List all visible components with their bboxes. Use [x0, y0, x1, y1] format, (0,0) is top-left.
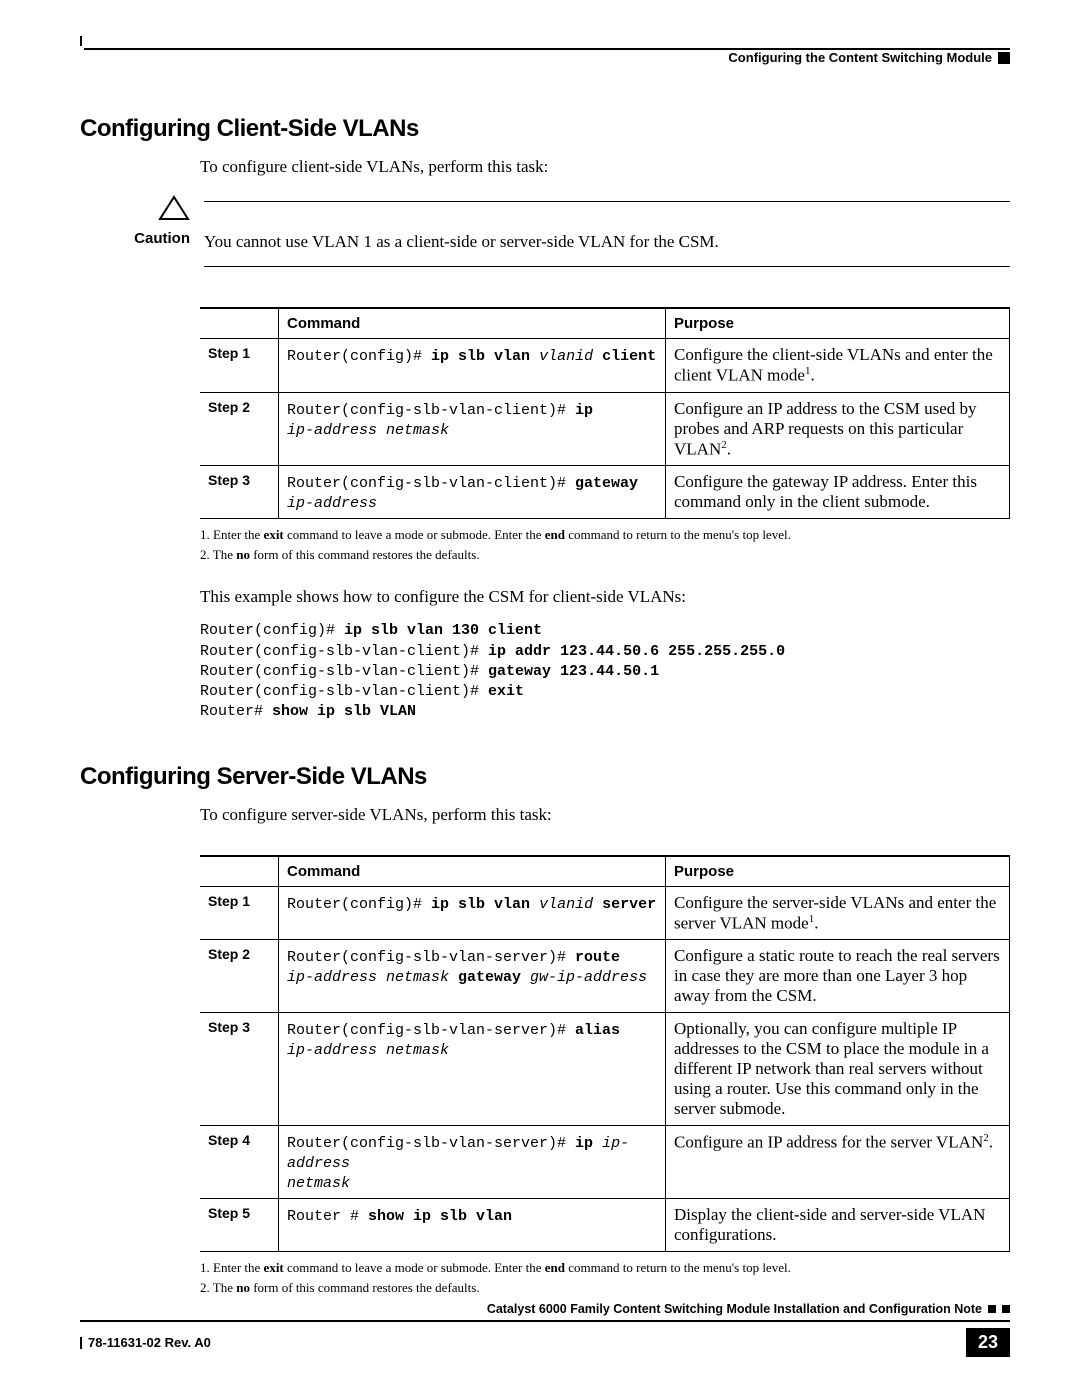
purpose-cell: Configure an IP address for the server V… [666, 1126, 1010, 1199]
page-number: 23 [966, 1328, 1010, 1357]
rule-tick-icon [80, 36, 82, 46]
caution-block: Caution You cannot use VLAN 1 as a clien… [80, 195, 1010, 277]
table-row: Step 4 Router(config-slb-vlan-server)# i… [200, 1126, 1010, 1199]
command-cell: Router(config)# ip slb vlan vlanid serve… [279, 886, 666, 940]
purpose-cell: Configure the client-side VLANs and ente… [666, 339, 1010, 393]
purpose-header: Purpose [666, 856, 1010, 887]
step-cell: Step 2 [200, 392, 279, 466]
section2-heading: Configuring Server-Side VLANs [80, 763, 1010, 791]
step-header [200, 308, 279, 339]
footnote: 1. Enter the exit command to leave a mod… [200, 1260, 1010, 1276]
code-block: Router(config)# ip slb vlan 130 client R… [200, 621, 1010, 722]
step-cell: Step 1 [200, 339, 279, 393]
step-cell: Step 3 [200, 466, 279, 519]
table-row: Step 3 Router(config-slb-vlan-client)# g… [200, 466, 1010, 519]
command-cell: Router(config-slb-vlan-server)# route ip… [279, 940, 666, 1013]
purpose-cell: Configure a static route to reach the re… [666, 940, 1010, 1013]
command-cell: Router # show ip slb vlan [279, 1199, 666, 1252]
footer-tick-icon [80, 1337, 82, 1349]
section1-table: Command Purpose Step 1 Router(config)# i… [200, 307, 1010, 519]
table-row: Step 2 Router(config-slb-vlan-client)# i… [200, 392, 1010, 466]
footer-top: Catalyst 6000 Family Content Switching M… [80, 1302, 1010, 1322]
command-cell: Router(config-slb-vlan-client)# ip ip-ad… [279, 392, 666, 466]
table-row: Step 5 Router # show ip slb vlan Display… [200, 1199, 1010, 1252]
step-cell: Step 5 [200, 1199, 279, 1252]
step-cell: Step 2 [200, 940, 279, 1013]
step-header [200, 856, 279, 887]
step-cell: Step 4 [200, 1126, 279, 1199]
caution-icon-col: Caution [80, 195, 190, 247]
chapter-marker-icon [998, 52, 1010, 64]
page-footer: Catalyst 6000 Family Content Switching M… [80, 1302, 1010, 1357]
footer-marker-icon [1002, 1305, 1010, 1313]
purpose-cell: Configure the server-side VLANs and ente… [666, 886, 1010, 940]
command-header: Command [279, 856, 666, 887]
purpose-cell: Display the client-side and server-side … [666, 1199, 1010, 1252]
doc-id: 78-11631-02 Rev. A0 [88, 1335, 211, 1350]
chapter-title: Configuring the Content Switching Module [728, 50, 992, 65]
command-header: Command [279, 308, 666, 339]
command-cell: Router(config-slb-vlan-server)# ip ip-ad… [279, 1126, 666, 1199]
caution-body: You cannot use VLAN 1 as a client-side o… [204, 195, 1010, 277]
section1-footnotes: 1. Enter the exit command to leave a mod… [200, 527, 1010, 563]
command-cell: Router(config)# ip slb vlan vlanid clien… [279, 339, 666, 393]
command-cell: Router(config-slb-vlan-server)# alias ip… [279, 1013, 666, 1126]
step-cell: Step 3 [200, 1013, 279, 1126]
caution-rule-bottom [204, 266, 1010, 267]
section1-heading: Configuring Client-Side VLANs [80, 115, 1010, 143]
section1-body: To configure client-side VLANs, perform … [200, 157, 1010, 177]
step-cell: Step 1 [200, 886, 279, 940]
section1-intro: To configure client-side VLANs, perform … [200, 157, 1010, 177]
table-row: Step 1 Router(config)# ip slb vlan vlani… [200, 886, 1010, 940]
purpose-cell: Optionally, you can configure multiple I… [666, 1013, 1010, 1126]
footnote: 2. The no form of this command restores … [200, 547, 1010, 563]
caution-label: Caution [80, 230, 190, 247]
footer-left: 78-11631-02 Rev. A0 [80, 1335, 211, 1350]
command-cell: Router(config-slb-vlan-client)# gateway … [279, 466, 666, 519]
page: Configuring the Content Switching Module… [80, 40, 1010, 1357]
table-row: Step 2 Router(config-slb-vlan-server)# r… [200, 940, 1010, 1013]
chapter-header: Configuring the Content Switching Module [80, 50, 1010, 65]
warning-triangle-icon [158, 195, 190, 226]
top-rule-row [80, 40, 1010, 50]
footnote: 1. Enter the exit command to leave a mod… [200, 527, 1010, 543]
section2-footnotes: 1. Enter the exit command to leave a mod… [200, 1260, 1010, 1296]
footer-bottom: 78-11631-02 Rev. A0 23 [80, 1322, 1010, 1357]
footer-marker-icon [988, 1305, 996, 1313]
caution-text: You cannot use VLAN 1 as a client-side o… [204, 212, 1010, 252]
example-intro: This example shows how to configure the … [200, 587, 1010, 607]
purpose-cell: Configure an IP address to the CSM used … [666, 392, 1010, 466]
table-header-row: Command Purpose [200, 308, 1010, 339]
table-row: Step 3 Router(config-slb-vlan-server)# a… [200, 1013, 1010, 1126]
purpose-cell: Configure the gateway IP address. Enter … [666, 466, 1010, 519]
section2-table: Command Purpose Step 1 Router(config)# i… [200, 855, 1010, 1253]
section1-table-wrap: Command Purpose Step 1 Router(config)# i… [200, 307, 1010, 723]
purpose-header: Purpose [666, 308, 1010, 339]
footnote: 2. The no form of this command restores … [200, 1280, 1010, 1296]
section2-intro: To configure server-side VLANs, perform … [200, 805, 1010, 825]
footer-doc-title: Catalyst 6000 Family Content Switching M… [487, 1302, 982, 1316]
section2-body: To configure server-side VLANs, perform … [200, 805, 1010, 1297]
table-header-row: Command Purpose [200, 856, 1010, 887]
table-row: Step 1 Router(config)# ip slb vlan vlani… [200, 339, 1010, 393]
caution-rule [204, 201, 1010, 202]
